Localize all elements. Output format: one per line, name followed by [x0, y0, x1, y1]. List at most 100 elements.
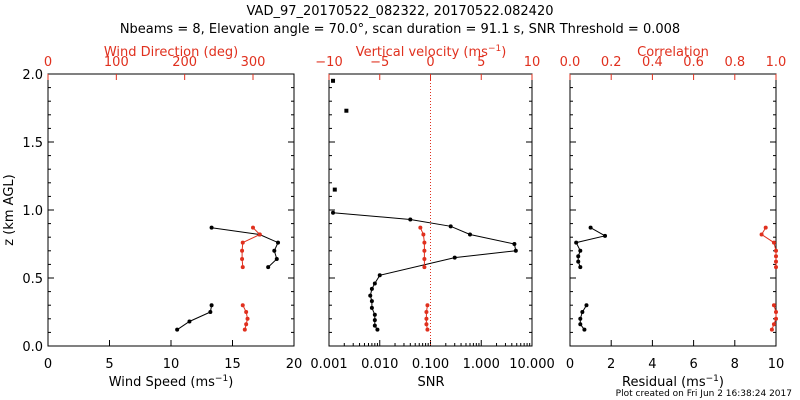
y-tick-label: 1.5 [22, 136, 43, 151]
data-point [452, 255, 457, 260]
top-tick-label: 300 [241, 55, 266, 70]
residual-panel: Correlation Residual (ms−1) 0 2 4 6 8 10 0.0 0.… [560, 45, 787, 390]
secondary-series-line [760, 227, 777, 268]
data-point [578, 322, 583, 327]
data-point [774, 265, 778, 270]
data-point [369, 286, 374, 291]
x-tick-label: 0.010 [361, 357, 398, 372]
plot-created-footer: Plot created on Fri Jun 2 16:38:24 2017 [616, 389, 792, 399]
top-tick-label: 0.2 [601, 55, 622, 70]
data-point [377, 273, 382, 278]
data-point [769, 327, 774, 332]
data-point [272, 248, 277, 253]
x-tick-label: 10 [768, 357, 785, 372]
data-point [771, 322, 776, 327]
data-point [422, 248, 427, 253]
x-tick-label: 2 [607, 357, 615, 372]
data-point [372, 318, 377, 323]
data-point [424, 310, 429, 314]
residual-axis-label: Residual (ms−1) [622, 374, 724, 390]
data-point [175, 327, 180, 332]
wind-speed-axis-label: Wind Speed (ms−1) [109, 374, 234, 390]
isolated-data-point [344, 108, 349, 113]
primary-series-line [332, 212, 517, 330]
x-tick-label: 5 [105, 357, 113, 372]
figure-subtitle: Nbeams = 8, Elevation angle = 70.0°, sca… [120, 22, 680, 37]
data-point [424, 316, 429, 321]
data-point [369, 299, 374, 304]
data-point [368, 293, 373, 298]
data-point [209, 303, 214, 308]
y-tick-label: 0.0 [22, 340, 43, 355]
x-tick-label: 0 [44, 357, 52, 372]
x-tick-label: 4 [648, 357, 656, 372]
data-point [240, 303, 245, 308]
data-point [372, 312, 377, 317]
data-point [240, 240, 245, 245]
data-point [771, 303, 776, 308]
correlation-axis-label: Correlation [637, 45, 709, 60]
data-point [576, 259, 581, 264]
data-point [372, 323, 377, 328]
top-tick-label: −10 [315, 55, 342, 70]
data-point [209, 225, 214, 230]
top-tick-label: 0.8 [724, 55, 745, 70]
data-point [244, 310, 249, 314]
top-tick-label: 10 [524, 55, 541, 70]
data-point [588, 225, 593, 230]
top-tick-label: 100 [104, 55, 129, 70]
primary-series-line [211, 227, 279, 268]
y-tick-label: 0.5 [22, 272, 43, 287]
data-point [425, 303, 430, 308]
data-point [774, 316, 778, 321]
x-tick-label: 20 [286, 357, 303, 372]
residual-panel-frame [569, 73, 777, 347]
data-point [584, 303, 589, 308]
top-tick-label: 0.0 [560, 55, 581, 70]
data-point [187, 319, 192, 324]
data-point [582, 327, 587, 332]
data-point [771, 240, 776, 245]
data-point [774, 310, 778, 314]
top-tick-label: 0 [426, 55, 434, 70]
data-point [578, 265, 583, 270]
data-point [603, 233, 608, 238]
data-point [208, 310, 213, 314]
data-point [759, 232, 764, 237]
data-point [242, 327, 247, 332]
data-point [408, 217, 413, 222]
data-point [375, 327, 380, 332]
vertical-velocity-axis-label: Vertical velocity (ms−1) [356, 44, 507, 60]
data-point [580, 310, 585, 314]
data-point [422, 240, 427, 245]
x-tick-label: 6 [689, 357, 697, 372]
data-point [251, 225, 255, 230]
isolated-data-point [331, 78, 336, 83]
isolated-data-point [332, 187, 337, 192]
data-point [257, 232, 262, 237]
top-tick-label: 0.6 [683, 55, 704, 70]
data-point [774, 254, 778, 259]
data-point [276, 240, 281, 245]
x-tick-label: 15 [224, 357, 241, 372]
figure-title: VAD_97_20170522_082322, 20170522.082420 [247, 4, 554, 19]
top-tick-label: 200 [172, 55, 197, 70]
wind-direction-axis-label: Wind Direction (deg) [104, 45, 238, 60]
top-tick-label: 0.4 [642, 55, 663, 70]
snr-axis-label: SNR [417, 375, 444, 390]
data-point [512, 242, 517, 246]
x-tick-label: 0.001 [310, 357, 347, 372]
data-point [240, 265, 245, 270]
x-tick-label: 10 [163, 357, 180, 372]
data-point [578, 316, 583, 321]
data-point [774, 248, 778, 253]
data-point [467, 232, 472, 237]
data-point [245, 316, 250, 321]
top-tick-label: 5 [477, 55, 485, 70]
wind-panel-frame [47, 73, 295, 347]
data-point [244, 322, 249, 327]
data-point [774, 259, 778, 264]
data-point [274, 256, 279, 261]
top-tick-label: −5 [370, 55, 389, 70]
